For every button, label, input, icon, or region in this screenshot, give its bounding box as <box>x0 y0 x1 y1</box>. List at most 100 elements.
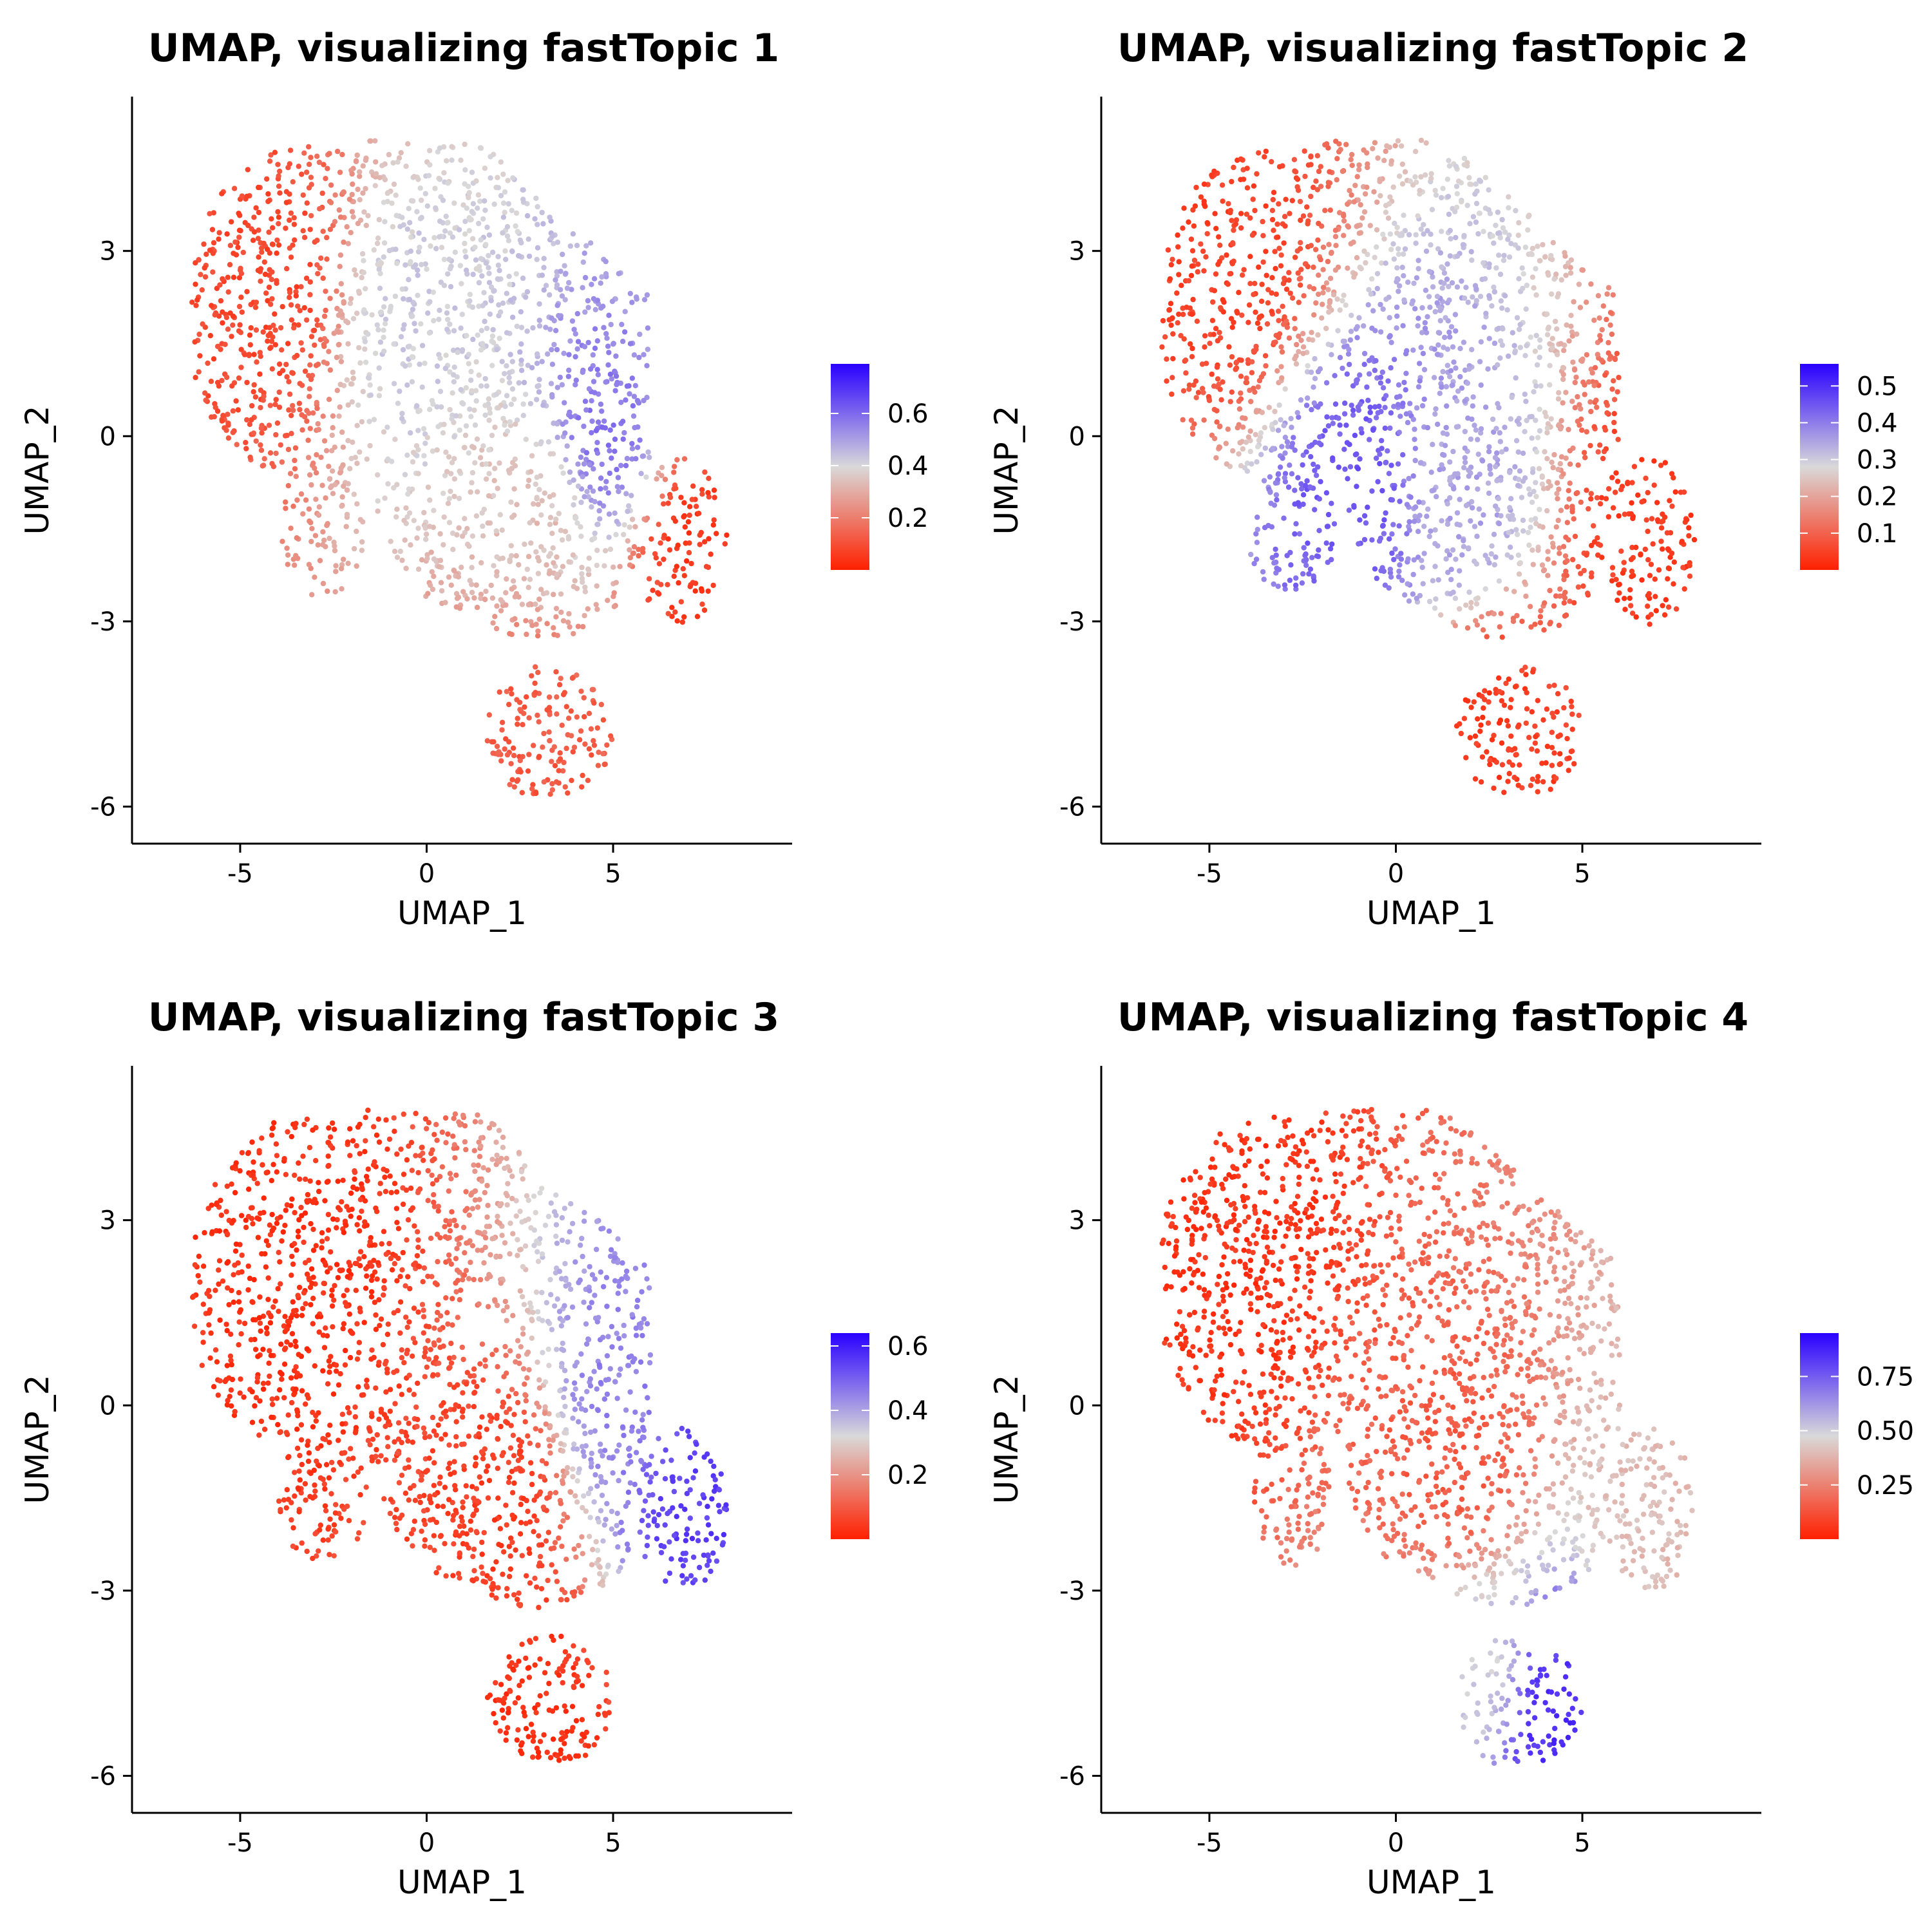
scatter-point <box>509 386 516 392</box>
scatter-point <box>478 560 484 566</box>
scatter-point <box>1457 374 1463 380</box>
scatter-point <box>233 252 240 258</box>
scatter-point <box>1416 361 1423 366</box>
scatter-point <box>306 162 312 167</box>
scatter-point <box>1341 411 1348 417</box>
scatter-point <box>1433 596 1439 602</box>
scatter-point <box>641 516 647 522</box>
scatter-point <box>1365 504 1370 510</box>
scatter-point <box>1629 568 1635 574</box>
scatter-point <box>193 260 198 266</box>
scatter-point <box>1251 183 1257 189</box>
scatter-point <box>238 365 244 370</box>
scatter-point <box>482 198 488 204</box>
scatter-point <box>1592 365 1598 371</box>
scatter-point <box>535 1258 542 1264</box>
scatter-point <box>1475 231 1481 237</box>
scatter-point <box>489 595 496 601</box>
scatter-point <box>1539 761 1545 766</box>
scatter-point <box>1504 552 1510 558</box>
scatter-point <box>440 430 446 436</box>
scatter-point <box>526 601 532 608</box>
scatter-point <box>1652 576 1658 582</box>
scatter-point <box>510 578 516 584</box>
scatter-point <box>1545 549 1551 554</box>
scatter-point <box>620 436 626 442</box>
scatter-point <box>1479 614 1484 620</box>
scatter-point <box>540 402 546 408</box>
scatter-point <box>1289 424 1294 430</box>
scatter-point <box>401 296 406 302</box>
scatter-point <box>1578 357 1584 363</box>
scatter-point <box>416 230 422 236</box>
scatter-point <box>607 470 612 477</box>
scatter-point <box>1587 442 1593 449</box>
scatter-point <box>1452 209 1458 214</box>
scatter-point <box>1298 267 1304 272</box>
scatter-point <box>565 620 571 625</box>
scatter-point <box>1322 207 1328 213</box>
scatter-point <box>1311 384 1316 390</box>
scatter-point <box>621 531 627 538</box>
scatter-point <box>1356 231 1362 236</box>
scatter-point <box>1588 574 1595 580</box>
scatter-point <box>521 710 527 717</box>
scatter-point <box>478 347 484 353</box>
scatter-point <box>503 602 509 608</box>
scatter-point <box>381 327 386 333</box>
scatter-point <box>1563 272 1569 278</box>
scatter-point <box>1292 355 1298 362</box>
scatter-point <box>556 780 562 786</box>
scatter-point <box>277 1387 283 1393</box>
scatter-point <box>520 413 526 419</box>
scatter-point <box>1546 325 1551 330</box>
scatter-point <box>1456 534 1462 540</box>
scatter-point <box>667 547 673 553</box>
scatter-point <box>1292 488 1298 493</box>
scatter-point <box>690 483 696 489</box>
scatter-point <box>1667 498 1672 504</box>
scatter-point <box>406 486 412 492</box>
scatter-point <box>1394 276 1400 282</box>
scatter-point <box>475 205 480 211</box>
scatter-point <box>1616 513 1622 519</box>
scatter-point <box>209 227 216 232</box>
scatter-point <box>701 1454 707 1460</box>
scatter-point <box>377 270 383 276</box>
scatter-point <box>1439 384 1444 390</box>
scatter-point <box>1504 307 1510 313</box>
scatter-point <box>299 427 305 433</box>
scatter-point <box>356 345 362 351</box>
scatter-point <box>1578 406 1584 412</box>
scatter-point <box>201 241 207 247</box>
scatter-point <box>295 303 301 309</box>
scatter-point <box>1532 621 1538 627</box>
scatter-point <box>272 149 278 155</box>
scatter-point <box>1591 383 1597 388</box>
scatter-point <box>1383 393 1389 399</box>
scatter-point <box>1358 426 1364 432</box>
scatter-point <box>426 524 433 529</box>
scatter-point <box>400 346 406 353</box>
scatter-point <box>1305 221 1311 227</box>
scatter-point <box>1435 577 1441 583</box>
scatter-point <box>1382 404 1388 410</box>
scatter-point <box>1350 407 1356 413</box>
scatter-point <box>603 478 609 484</box>
scatter-point <box>1272 408 1278 415</box>
scatter-point <box>1354 335 1360 341</box>
scatter-point <box>224 231 230 237</box>
scatter-point <box>354 1321 360 1327</box>
scatter-point <box>1256 437 1262 443</box>
scatter-point <box>593 601 599 607</box>
scatter-point <box>330 468 336 474</box>
scatter-point <box>288 254 294 260</box>
scatter-point <box>591 743 598 748</box>
scatter-point <box>714 531 719 536</box>
scatter-point <box>1551 276 1557 282</box>
scatter-point <box>290 504 296 509</box>
scatter-point <box>1323 490 1330 496</box>
scatter-point <box>227 261 233 268</box>
scatter-point <box>711 1488 717 1494</box>
scatter-point <box>406 205 412 211</box>
